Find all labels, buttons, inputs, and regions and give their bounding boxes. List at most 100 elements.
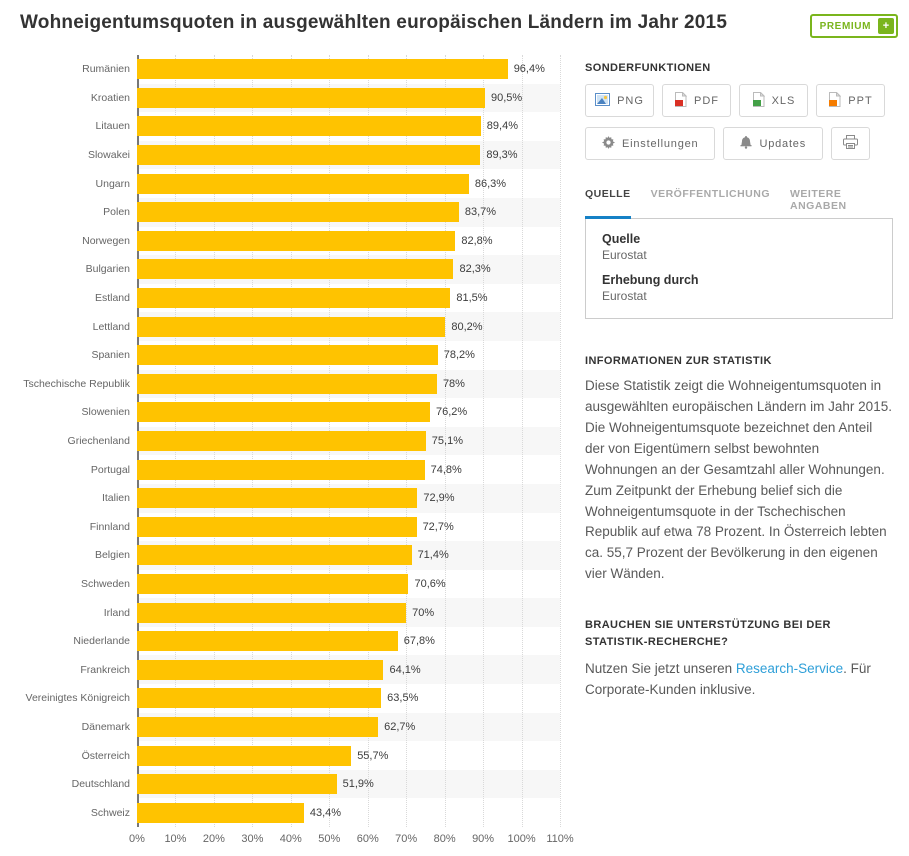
bar bbox=[137, 488, 418, 509]
bar-track: 75,1% bbox=[137, 426, 560, 456]
bar-row: Portugal 74,8% bbox=[20, 455, 568, 484]
value-label: 96,4% bbox=[513, 63, 545, 76]
country-label: Tschechische Republik bbox=[23, 377, 130, 390]
chart-rows: Rumänien 96,4% Kroatien 90,5% Litauen 89,4% Sl… bbox=[20, 55, 568, 828]
country-label: Vereinigtes Königreich bbox=[25, 692, 130, 705]
bar-row: Belgien 71,4% bbox=[20, 541, 568, 570]
bar bbox=[137, 345, 438, 366]
bar-row: Norwegen 82,8% bbox=[20, 227, 568, 256]
bar-track: 82,8% bbox=[137, 227, 560, 256]
bar bbox=[137, 688, 382, 709]
country-label: Niederlande bbox=[73, 635, 130, 648]
support-header: BRAUCHEN SIE UNTERSTÜTZUNG BEI DER STATI… bbox=[585, 619, 831, 648]
value-label: 63,5% bbox=[387, 692, 419, 705]
png-download-button[interactable]: PNG bbox=[585, 84, 654, 117]
value-label: 67,8% bbox=[403, 635, 435, 648]
bar-chart: Rumänien 96,4% Kroatien 90,5% Litauen 89,4% Sl… bbox=[20, 55, 574, 849]
bar-track: 76,2% bbox=[137, 398, 560, 427]
country-label: Schweiz bbox=[90, 806, 130, 819]
bar-row: Italien 72,9% bbox=[20, 483, 568, 513]
bar-row: Niederlande 67,8% bbox=[20, 627, 568, 656]
bar-track: 89,4% bbox=[137, 112, 560, 141]
settings-button[interactable]: Einstellungen bbox=[585, 127, 716, 160]
value-label: 71,4% bbox=[417, 549, 449, 562]
bar bbox=[137, 373, 437, 394]
sidebar: SONDERFUNKTIONEN PNG PDF XLS bbox=[585, 62, 893, 701]
bar-track: 43,4% bbox=[137, 798, 560, 827]
x-tick-label: 80% bbox=[433, 833, 456, 846]
tab-weitere-angaben[interactable]: WEITERE ANGABEN bbox=[790, 188, 847, 212]
value-label: 76,2% bbox=[436, 406, 468, 419]
pdf-file-icon bbox=[674, 90, 688, 110]
x-tick-label: 110% bbox=[546, 833, 574, 846]
country-label: Irland bbox=[103, 606, 130, 619]
value-label: 72,7% bbox=[422, 520, 454, 533]
x-axis: 0% 10% 20% 30% 40% 50% 60% 70% 80% 90% 100% 110% bbox=[129, 833, 574, 849]
xls-download-button[interactable]: XLS bbox=[739, 84, 808, 117]
value-label: 64,1% bbox=[389, 663, 421, 676]
support-text-before: Nutzen Sie jetzt unseren bbox=[585, 661, 736, 677]
value-label: 81,5% bbox=[456, 292, 488, 305]
x-tick-label: 50% bbox=[318, 833, 341, 846]
bar-track: 67,8% bbox=[137, 627, 560, 656]
x-tick-label: 40% bbox=[279, 833, 302, 846]
bar-row: Finnland 72,7% bbox=[20, 513, 568, 542]
source-label: Quelle bbox=[602, 232, 641, 246]
source-value: Eurostat bbox=[602, 248, 647, 262]
bar bbox=[137, 573, 409, 594]
source-box: Quelle Eurostat Erhebung durch Eurostat bbox=[585, 218, 893, 319]
pdf-download-button[interactable]: PDF bbox=[662, 84, 731, 117]
bar bbox=[137, 145, 481, 166]
bar-row: Frankreich 64,1% bbox=[20, 655, 568, 685]
conducted-by-value: Eurostat bbox=[602, 289, 647, 303]
print-button[interactable] bbox=[831, 127, 871, 160]
research-service-link[interactable]: Research-Service bbox=[735, 661, 844, 677]
ppt-button-label: PPT bbox=[848, 94, 873, 107]
country-label: Norwegen bbox=[82, 234, 130, 247]
bar-row: Deutschland 51,9% bbox=[20, 769, 568, 799]
bar-track: 70,6% bbox=[137, 570, 560, 599]
bar-row: Ungarn 86,3% bbox=[20, 169, 568, 198]
value-label: 70% bbox=[412, 606, 435, 619]
tab-quelle[interactable]: QUELLE bbox=[585, 188, 631, 219]
bar bbox=[137, 716, 379, 737]
bar-track: 80,2% bbox=[137, 312, 560, 341]
bar-track: 63,5% bbox=[137, 684, 560, 713]
bar bbox=[137, 745, 352, 766]
premium-badge[interactable]: PREMIUM + bbox=[809, 14, 898, 38]
bar-track: 51,9% bbox=[137, 769, 560, 799]
country-label: Dänemark bbox=[81, 720, 130, 733]
bar-row: Irland 70% bbox=[20, 598, 568, 627]
bar-track: 82,3% bbox=[137, 255, 560, 284]
detail-tabs: QUELLE VERÖFFENTLICHUNG WEITERE ANGABEN bbox=[585, 188, 893, 219]
value-label: 78,2% bbox=[443, 349, 475, 362]
value-label: 62,7% bbox=[384, 720, 416, 733]
gridline bbox=[483, 55, 485, 828]
country-label: Italien bbox=[101, 492, 130, 505]
updates-button[interactable]: Updates bbox=[723, 127, 824, 160]
ppt-download-button[interactable]: PPT bbox=[816, 84, 885, 117]
bar-row: Kroatien 90,5% bbox=[20, 83, 568, 113]
bar bbox=[137, 402, 431, 423]
x-tick-label: 20% bbox=[202, 833, 225, 846]
bar-row: Slowakei 89,3% bbox=[20, 140, 568, 170]
bar bbox=[137, 116, 481, 137]
gridline bbox=[444, 55, 446, 828]
bar-row: Vereinigtes Königreich 63,5% bbox=[20, 684, 568, 713]
settings-buttons-row: Einstellungen Updates bbox=[585, 127, 893, 160]
bar-track: 89,3% bbox=[137, 140, 560, 170]
value-label: 43,4% bbox=[309, 806, 342, 819]
bar-row: Griechenland 75,1% bbox=[20, 426, 568, 456]
tab-veroeffentlichung[interactable]: VERÖFFENTLICHUNG bbox=[650, 188, 771, 200]
value-label: 74,8% bbox=[430, 463, 462, 476]
country-label: Spanien bbox=[91, 349, 130, 362]
bar-track: 71,4% bbox=[137, 541, 560, 570]
value-label: 83,7% bbox=[464, 206, 497, 219]
gridline bbox=[560, 55, 561, 828]
gridline bbox=[521, 55, 523, 828]
png-button-label: PNG bbox=[617, 94, 644, 107]
x-tick-label: 70% bbox=[395, 833, 418, 846]
bar bbox=[137, 288, 451, 309]
value-label: 78% bbox=[442, 377, 465, 390]
bar-track: 62,7% bbox=[137, 712, 560, 742]
